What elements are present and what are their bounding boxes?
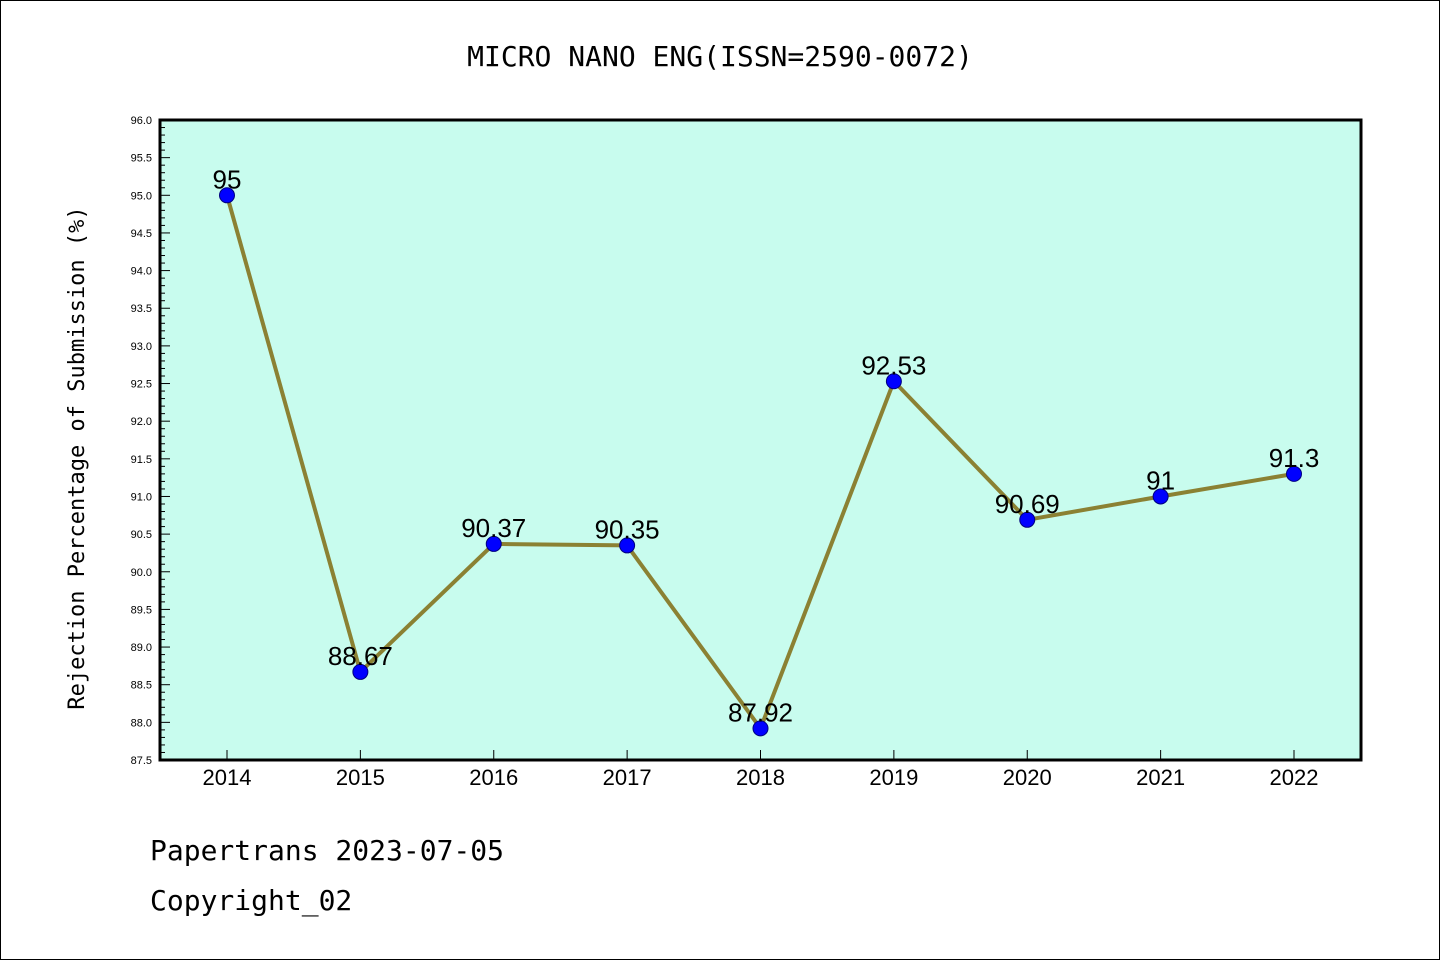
plot-border xyxy=(158,118,1363,762)
y-tick-label: 93.5 xyxy=(131,303,152,315)
footer-date: Papertrans 2023-07-05 xyxy=(150,834,505,867)
y-tick-label: 92.5 xyxy=(131,379,152,391)
x-tick-label: 2018 xyxy=(736,765,785,790)
x-tick-label: 2019 xyxy=(869,765,918,790)
y-tick-label: 89.5 xyxy=(131,604,152,616)
x-tick-label: 2014 xyxy=(203,765,252,790)
y-tick-label: 88.5 xyxy=(131,680,152,692)
y-tick-label: 91.5 xyxy=(131,454,152,466)
y-tick-label: 95.5 xyxy=(131,153,152,165)
data-point xyxy=(1152,488,1169,505)
y-tick-label: 94.0 xyxy=(131,266,152,278)
data-label: 91 xyxy=(1146,465,1175,495)
y-axis-label: Rejection Percentage of Submission (%) xyxy=(65,206,90,709)
x-tick-label: 2015 xyxy=(336,765,385,790)
data-label: 90.37 xyxy=(461,513,526,543)
y-tick-label: 95.0 xyxy=(131,190,152,202)
x-tick-label: 2020 xyxy=(1003,765,1052,790)
x-tick-label: 2022 xyxy=(1270,765,1319,790)
y-tick-label: 91.0 xyxy=(131,491,152,503)
x-tick-label: 2021 xyxy=(1136,765,1185,790)
y-tick-label: 89.0 xyxy=(131,642,152,654)
plot-area xyxy=(160,120,1361,760)
data-point xyxy=(352,663,369,680)
data-point xyxy=(219,187,235,204)
data-point xyxy=(885,373,902,390)
data-labels: 95 88.67 90.37 90.35 87.92 92.53 90.69 91 91.3 xyxy=(213,164,1320,727)
x-axis: 2014 2015 2016 2017 2018 2019 2020 2021 2022 xyxy=(203,750,1319,790)
x-tick-label: 2016 xyxy=(469,765,518,790)
y-tick-label: 92.0 xyxy=(131,416,152,428)
data-label: 90.69 xyxy=(995,489,1060,519)
data-point xyxy=(752,720,769,737)
data-label: 95 xyxy=(213,164,242,194)
y-tick-label: 87.5 xyxy=(131,755,152,767)
chart-title: MICRO NANO ENG(ISSN=2590-0072) xyxy=(467,40,973,73)
x-tick-label: 2017 xyxy=(603,765,652,790)
data-label: 91.3 xyxy=(1269,443,1320,473)
y-tick-label: 88.0 xyxy=(131,717,152,729)
data-point xyxy=(485,535,502,552)
footer-copyright: Copyright_02 xyxy=(150,884,353,917)
y-tick-label: 90.0 xyxy=(131,567,152,579)
y-tick-label: 90.5 xyxy=(131,529,152,541)
data-point xyxy=(619,537,636,554)
series xyxy=(219,187,1302,737)
data-label: 87.92 xyxy=(728,697,793,727)
data-label: 92.53 xyxy=(861,350,926,380)
y-tick-label: 94.5 xyxy=(131,228,152,240)
y-tick-label: 93.0 xyxy=(131,341,152,353)
data-label: 88.67 xyxy=(328,641,393,671)
data-point xyxy=(1286,465,1302,482)
y-axis: 87.5 88.0 88.5 89.0 89.5 90.0 90.5 91.0 91.5 92.0… xyxy=(131,115,170,767)
data-label: 90.35 xyxy=(595,514,660,544)
data-point xyxy=(1019,511,1036,528)
y-tick-label: 96.0 xyxy=(131,115,152,127)
